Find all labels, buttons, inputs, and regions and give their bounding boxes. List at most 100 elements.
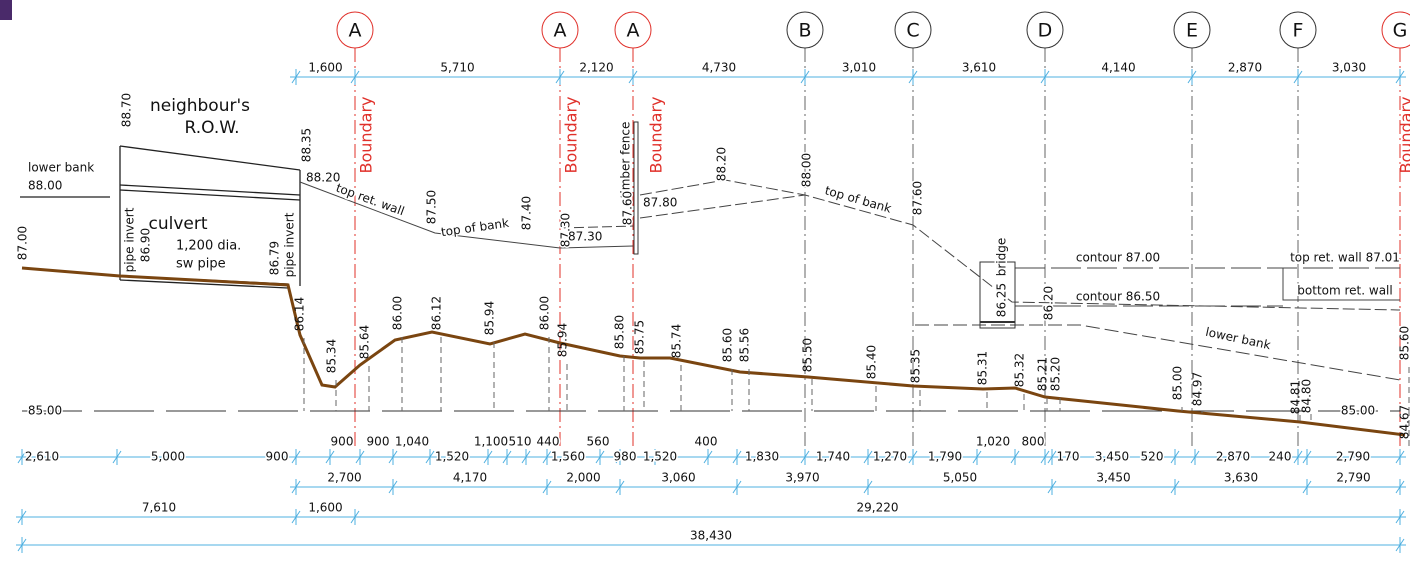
annotation: 87.60 [911, 181, 925, 215]
dimension-label: 1,790 [928, 450, 962, 464]
dimension-label: 3,030 [1332, 61, 1366, 75]
dimension-label: 4,170 [453, 471, 487, 485]
ground-level: 85.80 [613, 315, 627, 349]
annotation: 86.25 [995, 283, 1009, 317]
culvert-line [120, 190, 300, 200]
ground-level: 85.64 [358, 325, 372, 359]
dimension-label: 900 [367, 435, 390, 449]
dimension-label: 2,120 [579, 61, 613, 75]
dimension-label: 240 [1269, 450, 1292, 464]
dimension-label: 400 [695, 435, 718, 449]
dimension-label: 2,870 [1216, 450, 1250, 464]
annotation: top ret. wall [334, 181, 406, 219]
ground-level: 85.50 [801, 338, 815, 372]
dimension-label: 3,450 [1096, 471, 1130, 485]
dimension-label: 7,610 [142, 501, 176, 515]
annotation: 86.90 [139, 228, 153, 262]
ground-level: 85.56 [738, 328, 752, 362]
boundary-label: Boundary [647, 96, 666, 173]
ground-level: 85.20 [1049, 357, 1063, 391]
ground-level: 85.31 [976, 351, 990, 385]
culvert-line [120, 146, 300, 170]
dimension-label: 29,220 [857, 501, 899, 515]
annotation: pipe invert [283, 212, 297, 277]
ground-level: 84.67 [1398, 405, 1410, 439]
annotation: lower bank [1204, 325, 1272, 352]
dimension-label: 440 [537, 435, 560, 449]
annotation: 88.20 [715, 147, 729, 181]
dimension-label: 5,050 [943, 471, 977, 485]
ground-level: 85.74 [670, 324, 684, 358]
annotation: 85.00 [28, 404, 62, 418]
annotation: contour 87.00 [1076, 251, 1160, 265]
dimension-label: 3,450 [1095, 450, 1129, 464]
annotation: bottom ret. wall [1297, 284, 1392, 298]
dimension-label: 2,700 [327, 471, 361, 485]
top-bank-line [640, 180, 1400, 310]
ground-level: 85.94 [556, 323, 570, 357]
ground-level: 85.60 [721, 328, 735, 362]
dimension-label: 1,100 [474, 435, 508, 449]
annotation: top of bank [440, 216, 510, 239]
annotation: neighbour's [150, 96, 250, 116]
annotation: 87.40 [520, 196, 534, 230]
ground-level: 86.14 [293, 297, 307, 331]
dimension-label: 1,040 [395, 435, 429, 449]
ground-level: 85.00 [1171, 366, 1185, 400]
annotation: pipe invert [123, 207, 137, 272]
boundary-label: Boundary [357, 96, 376, 173]
annotation: top of bank [823, 183, 893, 215]
dimension-label: 170 [1057, 450, 1080, 464]
ground-level: 84.80 [1300, 379, 1314, 413]
annotation: 1,200 dia. [176, 239, 241, 254]
dimension-label: 38,430 [690, 529, 732, 543]
annotation: 86.20 [1042, 286, 1056, 320]
annotation: 88.00 [800, 153, 814, 187]
dimension-label: 5,710 [440, 61, 474, 75]
ground-profile [22, 268, 1405, 435]
dimension-label: 520 [1141, 450, 1164, 464]
annotation: sw pipe [176, 257, 226, 272]
annotation: culvert [148, 214, 207, 234]
corner-mark [0, 0, 12, 20]
ground-level: 86.12 [430, 296, 444, 330]
dimension-label: 2,000 [566, 471, 600, 485]
grid-bubble-label: A [554, 20, 567, 42]
boundary-label: Boundary [1397, 96, 1410, 173]
grid-bubble-label: C [906, 20, 919, 42]
dimension-label: 1,600 [308, 501, 342, 515]
page: Section { "grid_bubbles": ["A","A","A","… [0, 0, 1410, 561]
ground-level: 85.21 [1036, 357, 1050, 391]
dimension-label: 900 [266, 450, 289, 464]
annotation: lower bank [28, 161, 94, 175]
ground-level: 84.97 [1191, 372, 1205, 406]
annotation: timber fence [619, 122, 633, 199]
dimension-label: 510 [509, 435, 532, 449]
annotation: 87.60 [621, 191, 635, 225]
dimension-label: 3,610 [962, 61, 996, 75]
dimension-label: 1,520 [435, 450, 469, 464]
annotation: top ret. wall 87.01 [1290, 251, 1400, 265]
dimension-label: 1,020 [976, 435, 1010, 449]
dimension-label: 1,740 [816, 450, 850, 464]
grid-bubble-label: F [1293, 20, 1304, 42]
grid-bubble-label: B [798, 20, 811, 42]
ground-level: 85.35 [909, 349, 923, 383]
dimension-label: 4,730 [702, 61, 736, 75]
dimension-label: 2,790 [1336, 471, 1370, 485]
timber-fence [634, 122, 638, 254]
annotation: 87.50 [425, 190, 439, 224]
dimension-label: 560 [587, 435, 610, 449]
dimension-label: 1,560 [551, 450, 585, 464]
ground-level: 85.75 [633, 320, 647, 354]
dimension-label: 3,060 [661, 471, 695, 485]
dimension-label: 900 [331, 435, 354, 449]
dimension-label: 1,270 [873, 450, 907, 464]
grid-bubble-label: E [1186, 20, 1198, 42]
annotation: 87.00 [16, 226, 30, 260]
dimension-label: 2,870 [1228, 61, 1262, 75]
dimension-label: 2,610 [25, 450, 59, 464]
ground-level: 85.40 [865, 345, 879, 379]
boundary-label: Boundary [562, 96, 581, 173]
grid-bubble-label: G [1393, 20, 1408, 42]
